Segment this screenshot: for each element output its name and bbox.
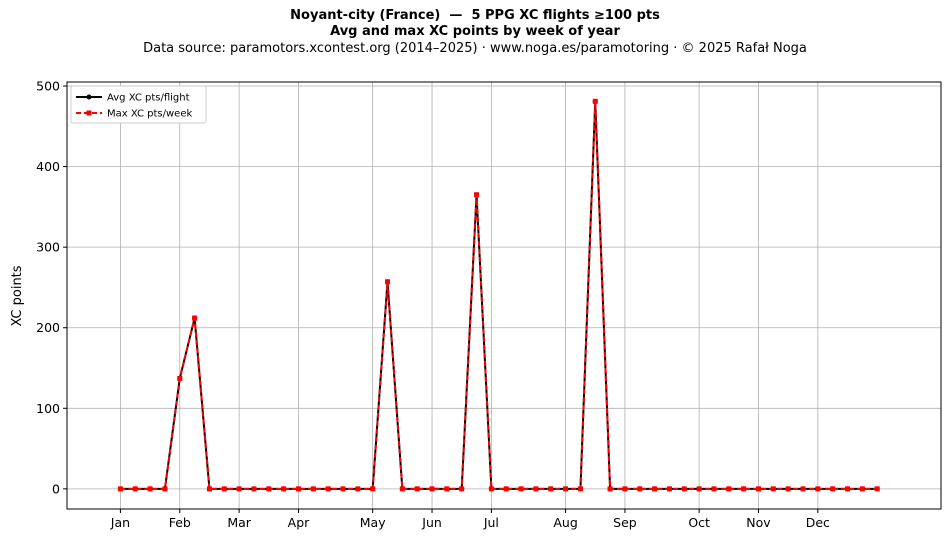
y-tick-label: 200 — [36, 320, 60, 335]
data-point-max — [488, 486, 494, 492]
data-point-max — [132, 486, 138, 492]
x-tick-label: Feb — [169, 515, 191, 530]
y-tick-label: 100 — [36, 401, 60, 416]
data-point-max — [874, 486, 880, 492]
data-point-max — [355, 486, 361, 492]
series-layer — [117, 98, 880, 492]
x-tick-label: Mar — [227, 515, 251, 530]
data-point-max — [607, 486, 613, 492]
data-point-max — [785, 486, 791, 492]
data-point-max — [563, 486, 569, 492]
y-tick-label: 400 — [36, 159, 60, 174]
x-tick-label: Jul — [483, 515, 499, 530]
series-line-avg — [120, 100, 878, 490]
chart-subtitle: Avg and max XC points by week of year — [330, 24, 620, 39]
data-point-max — [117, 486, 123, 492]
data-point-max — [533, 486, 539, 492]
y-tick-label: 300 — [36, 240, 60, 255]
data-point-max — [711, 486, 717, 492]
data-point-max — [459, 486, 465, 492]
y-tick-label: 500 — [36, 79, 60, 94]
x-axis: Jan Feb Mar Apr May Jun Jul Aug Sep Oct Nov Dec — [110, 509, 830, 530]
data-point-max — [325, 486, 331, 492]
x-tick-label: May — [360, 515, 386, 530]
x-tick-label: Aug — [553, 515, 577, 530]
data-point-max — [652, 486, 658, 492]
data-point-max — [696, 486, 702, 492]
x-tick-label: Jun — [421, 515, 442, 530]
data-point-max — [518, 486, 524, 492]
chart-titles: Noyant-city (France) — 5 PPG XC flights … — [0, 8, 950, 58]
data-point-max — [726, 486, 732, 492]
data-point-max — [206, 486, 212, 492]
chart-title: Noyant-city (France) — 5 PPG XC flights … — [290, 8, 660, 23]
data-point-max — [815, 486, 821, 492]
data-point-max — [192, 315, 198, 321]
data-point-max — [770, 486, 776, 492]
data-point-max — [385, 279, 391, 285]
x-tick-label: Oct — [688, 515, 710, 530]
data-point-max — [666, 486, 672, 492]
x-tick-label: Apr — [288, 515, 310, 530]
legend-avg-marker — [86, 94, 92, 100]
grid-lines — [67, 82, 941, 509]
data-point-max — [637, 486, 643, 492]
data-point-max — [251, 486, 257, 492]
data-point-max — [741, 486, 747, 492]
data-point-max — [548, 486, 554, 492]
data-point-max — [177, 375, 183, 381]
plot-frame — [66, 81, 942, 510]
data-point-max — [622, 486, 628, 492]
data-point-max — [577, 486, 583, 492]
data-point-max — [444, 486, 450, 492]
data-point-max — [147, 486, 153, 492]
data-point-max — [281, 486, 287, 492]
data-point-max — [592, 98, 598, 104]
y-axis: 0 100 200 300 400 500 — [36, 79, 67, 496]
data-point-max — [859, 486, 865, 492]
legend-avg-label: Avg XC pts/flight — [107, 93, 190, 104]
legend-max-marker — [86, 110, 92, 116]
data-point-max — [162, 486, 168, 492]
chart-source-line: Data source: paramotors.xcontest.org (20… — [143, 41, 807, 56]
data-point-max — [340, 486, 346, 492]
x-tick-label: Sep — [613, 515, 637, 530]
data-point-max — [266, 486, 272, 492]
series-line-max — [120, 100, 878, 490]
data-point-max — [370, 486, 376, 492]
data-point-max — [295, 486, 301, 492]
legend-max-label: Max XC pts/week — [107, 109, 192, 120]
x-tick-label: Dec — [806, 515, 830, 530]
y-tick-label: 0 — [52, 481, 60, 496]
data-point-max — [399, 486, 405, 492]
data-point-max — [236, 486, 242, 492]
y-axis-label: XC points — [10, 265, 25, 326]
data-point-max — [800, 486, 806, 492]
data-point-max — [429, 486, 435, 492]
data-point-max — [755, 486, 761, 492]
data-point-max — [474, 192, 480, 198]
data-point-max — [221, 486, 227, 492]
x-tick-label: Jan — [110, 515, 130, 530]
data-point-max — [414, 486, 420, 492]
legend-box — [70, 85, 207, 124]
data-point-max — [310, 486, 316, 492]
data-point-max — [681, 486, 687, 492]
data-point-max — [503, 486, 509, 492]
data-point-max — [830, 486, 836, 492]
legend: Avg XC pts/flight Max XC pts/week — [70, 85, 207, 124]
x-tick-label: Nov — [746, 515, 771, 530]
data-point-max — [845, 486, 851, 492]
